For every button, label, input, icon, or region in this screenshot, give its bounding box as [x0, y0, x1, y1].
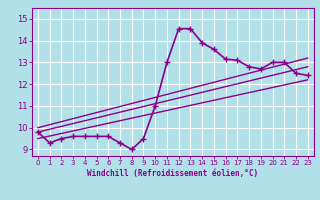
X-axis label: Windchill (Refroidissement éolien,°C): Windchill (Refroidissement éolien,°C) — [87, 169, 258, 178]
